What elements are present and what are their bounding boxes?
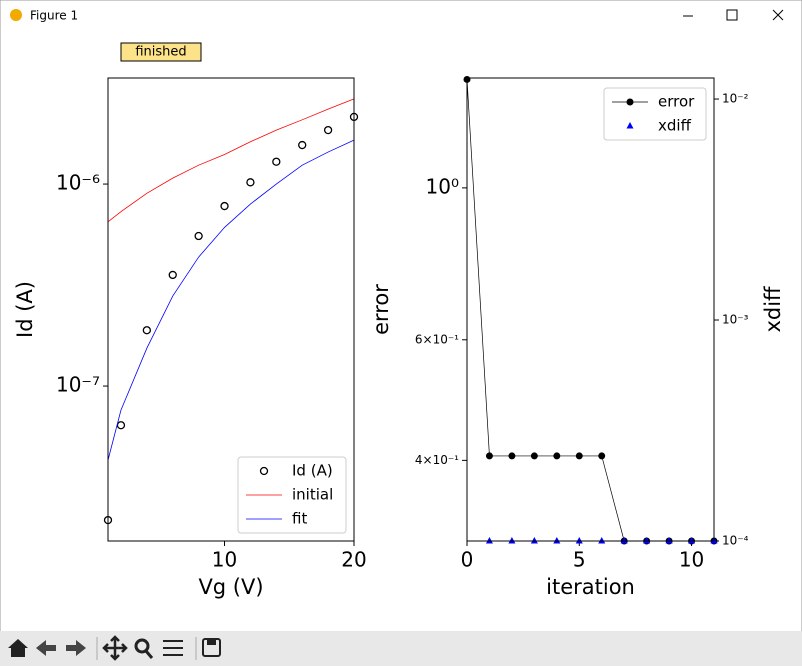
- chart: 0 5 10 10⁰ 6×10⁻¹ 4×10⁻¹ 10⁻² 10⁻³ 10⁻⁴ iteration…: [369, 75, 785, 599]
- legend-marker: [626, 122, 634, 129]
- close-button[interactable]: [772, 9, 784, 21]
- marker: [530, 537, 538, 544]
- chart: 10 20 10⁻⁷ 10⁻⁶ Vg (V) Id (A) Id (A) initial fit: [13, 77, 367, 599]
- legend-label: xdiff: [658, 117, 692, 135]
- x-tick-label: 10: [679, 548, 704, 572]
- maximize-button[interactable]: [726, 9, 738, 21]
- marker: [168, 270, 177, 280]
- status-text: finished: [135, 45, 186, 60]
- marker: [272, 157, 281, 166]
- marker: [485, 537, 493, 544]
- y-tick-label: 10⁻⁷: [56, 373, 100, 397]
- marker: [598, 537, 606, 544]
- marker: [553, 452, 561, 460]
- legend: error xdiff: [603, 87, 707, 141]
- y2-tick-label: 10⁻⁴: [722, 534, 749, 548]
- marker: [323, 125, 333, 135]
- marker: [575, 452, 583, 460]
- series-line: [107, 139, 355, 461]
- zoom-button[interactable]: [134, 638, 150, 654]
- window-title: Figure 1: [30, 9, 78, 23]
- marker: [620, 537, 628, 544]
- legend-label: error: [658, 93, 695, 111]
- legend-label: fit: [292, 510, 307, 528]
- x-tick-label: 0: [461, 548, 474, 572]
- marker: [598, 452, 606, 460]
- title-bar: Figure 1: [10, 9, 784, 23]
- marker: [194, 231, 203, 241]
- y-tick-label: 10⁻⁶: [56, 171, 100, 195]
- x-axis-label: iteration: [546, 575, 635, 599]
- marker: [298, 140, 307, 150]
- x-tick-label: 20: [341, 548, 366, 572]
- save-icon-part: [207, 639, 216, 645]
- marker: [508, 452, 516, 460]
- x-tick-label: 5: [573, 548, 586, 572]
- pan-button[interactable]: [102, 635, 128, 661]
- legend-box: [237, 456, 347, 534]
- marker: [553, 537, 561, 544]
- y-axis-label: error: [369, 284, 393, 335]
- back-button[interactable]: [36, 640, 56, 656]
- app-icon: [10, 9, 22, 21]
- marker: [575, 537, 583, 544]
- plot-frame: [466, 77, 715, 542]
- toolbar: [0, 631, 802, 666]
- configure-button[interactable]: [163, 640, 183, 656]
- home-button[interactable]: [8, 639, 28, 657]
- marker: [508, 537, 516, 544]
- x-tick-label: 10: [212, 548, 237, 572]
- marker: [665, 537, 673, 544]
- y-tick-label: 4×10⁻¹: [415, 453, 459, 467]
- marker: [530, 452, 538, 460]
- y-axis-label: Id (A): [13, 281, 37, 338]
- zoom-handle: [144, 650, 154, 659]
- marker: [246, 178, 255, 187]
- y2-axis-label: xdiff: [761, 286, 785, 333]
- legend-marker: [259, 466, 269, 476]
- x-axis-label: Vg (V): [198, 575, 263, 599]
- legend-label: initial: [292, 486, 333, 504]
- marker: [688, 537, 696, 544]
- marker: [220, 201, 229, 211]
- status-box: [120, 42, 202, 62]
- legend-marker: [626, 98, 634, 106]
- marker: [485, 452, 493, 460]
- series-line: [107, 98, 355, 223]
- legend-label: Id (A): [292, 462, 333, 480]
- forward-button[interactable]: [66, 640, 86, 656]
- y2-tick-label: 10⁻²: [722, 92, 749, 106]
- plot-frame: [107, 77, 355, 542]
- y-tick-label: 6×10⁻¹: [415, 332, 459, 346]
- marker: [142, 326, 151, 335]
- y-tick-label: 10⁰: [426, 174, 459, 198]
- legend: Id (A) initial fit: [237, 456, 347, 534]
- toolbar-bg: [0, 631, 802, 666]
- y2-tick-label: 10⁻³: [722, 313, 749, 327]
- marker: [643, 537, 651, 544]
